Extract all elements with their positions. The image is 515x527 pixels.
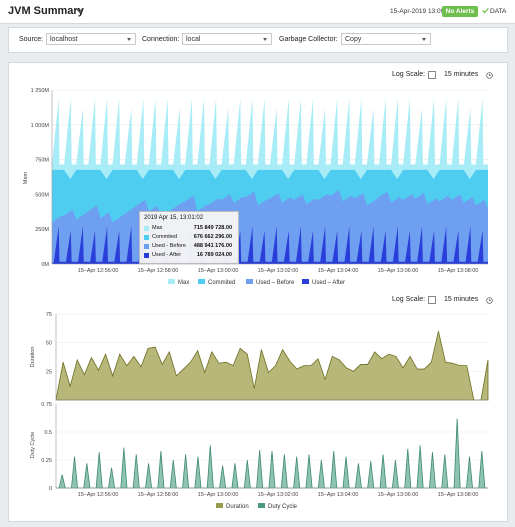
x-tick-label: 15–Apr 13:04:00	[318, 492, 359, 498]
y-axis-label: Duty Cycle	[30, 432, 36, 459]
tooltip-row-commited: Commited 676 662 296.00	[144, 234, 236, 242]
x-tick-label: 15–Apr 12:58:00	[138, 492, 179, 498]
x-tick-label: 15–Apr 12:56:00	[78, 492, 119, 498]
source-select-value: localhost	[50, 36, 78, 43]
duration-chart: 25 50 75 Duration	[30, 312, 489, 401]
legend-swatch	[198, 279, 205, 284]
legend-swatch	[216, 503, 223, 508]
legend-swatch	[168, 279, 175, 284]
gc-log-scale-label: Log Scale:	[392, 296, 426, 303]
connection-select[interactable]: local	[182, 33, 272, 45]
gc-select-value: Copy	[345, 36, 362, 43]
chevron-down-icon	[127, 38, 131, 41]
log-scale-label: Log Scale:	[392, 71, 426, 78]
timestamp: 15-Apr-2019 13:09	[390, 8, 445, 15]
legend-label: Max	[178, 280, 189, 286]
gc-log-scale-checkbox[interactable]	[428, 296, 436, 304]
y-tick-label: 0M	[41, 262, 49, 268]
x-tick-label: 15–Apr 13:06:00	[378, 268, 419, 274]
chevron-down-icon	[422, 38, 426, 41]
legend-label: Used – Before	[256, 280, 295, 286]
x-tick-label: 15–Apr 13:06:00	[378, 492, 419, 498]
legend-swatch	[258, 503, 265, 508]
x-tick-label: 15–Apr 13:02:00	[258, 268, 299, 274]
y-tick-label: 1 250M	[31, 88, 50, 94]
check-icon	[482, 7, 489, 14]
legend-label: Duration	[226, 504, 249, 510]
x-tick-label: 15–Apr 13:08:00	[438, 268, 479, 274]
x-tick-label: 15–Apr 13:02:00	[258, 492, 299, 498]
y-tick-label: 0.75	[41, 402, 52, 408]
y-tick-label: 50	[46, 341, 52, 347]
x-tick-label: 15–Apr 13:04:00	[318, 268, 359, 274]
x-tick-label: 15–Apr 13:08:00	[438, 492, 479, 498]
chevron-down-icon	[263, 38, 267, 41]
legend-swatch	[246, 279, 253, 284]
tooltip-row-max: Max 715 849 728.00	[144, 225, 236, 233]
gc-select[interactable]: Copy	[341, 33, 431, 45]
y-tick-label: 0	[49, 486, 52, 492]
data-label: DATA	[490, 8, 507, 15]
clock-icon[interactable]	[486, 297, 493, 304]
filter-bar: Source: localhost Connection: local Garb…	[8, 27, 508, 53]
y-tick-label: 25	[46, 369, 52, 375]
connection-select-value: local	[186, 36, 201, 43]
y-tick-label: 0.25	[41, 458, 52, 464]
top-bar: JVM Summary 15-Apr-2019 13:09 No Alerts …	[0, 0, 515, 24]
alerts-badge[interactable]: No Alerts	[442, 6, 478, 17]
x-tick-label: 15–Apr 12:58:00	[138, 268, 179, 274]
y-tick-label: 1 000M	[31, 123, 50, 129]
y-tick-label: 250M	[35, 227, 49, 233]
clock-icon[interactable]	[486, 72, 493, 79]
tooltip-row-used-after: Used - After 16 789 024.00	[144, 252, 236, 260]
y-tick-label: 0.5	[44, 430, 52, 436]
time-range[interactable]: 15 minutes	[444, 71, 479, 78]
x-tick-label: 15–Apr 12:56:00	[78, 268, 119, 274]
memory-chart: 0M 250M 500M 750M 1 000M 1 250M Mem 15–Apr 12:5…	[23, 88, 488, 286]
x-tick-label: 15–Apr 13:00:00	[198, 492, 239, 498]
y-axis-label: Mem	[23, 171, 29, 184]
page-title: JVM Summary	[8, 5, 84, 17]
tooltip-time: 2019 Apr 15, 13:01:02	[144, 215, 204, 221]
y-tick-label: 75	[46, 312, 52, 318]
source-label: Source:	[19, 36, 44, 43]
series-duty-cycle-area	[56, 418, 488, 489]
y-axis-label: Duration	[30, 347, 36, 368]
legend-label: Used – After	[312, 280, 345, 286]
legend-label: Commited	[208, 280, 235, 286]
series-duration-area	[55, 331, 489, 401]
legend-swatch	[302, 279, 309, 284]
chevron-down-icon[interactable]	[75, 6, 84, 15]
connection-label: Connection:	[142, 36, 180, 43]
gc-label: Garbage Collector:	[279, 36, 338, 43]
x-tick-label: 15–Apr 13:00:00	[198, 268, 239, 274]
y-tick-label: 500M	[35, 192, 49, 198]
gc-time-range[interactable]: 15 minutes	[444, 296, 479, 303]
source-select[interactable]: localhost	[46, 33, 136, 45]
tooltip-row-used-before: Used - Before 488 941 176.00	[144, 243, 236, 251]
y-tick-label: 750M	[35, 158, 49, 164]
log-scale-checkbox[interactable]	[428, 71, 436, 79]
legend-label: Duty Cycle	[268, 504, 298, 510]
chart-tooltip: 2019 Apr 15, 13:01:02 Max 715 849 728.00 …	[139, 211, 239, 264]
series-used-after-area	[52, 226, 488, 264]
duty-cycle-chart: 0 0.25 0.5 0.75 Duty Cycle 15–Apr 12:56:00 15–…	[30, 402, 488, 510]
